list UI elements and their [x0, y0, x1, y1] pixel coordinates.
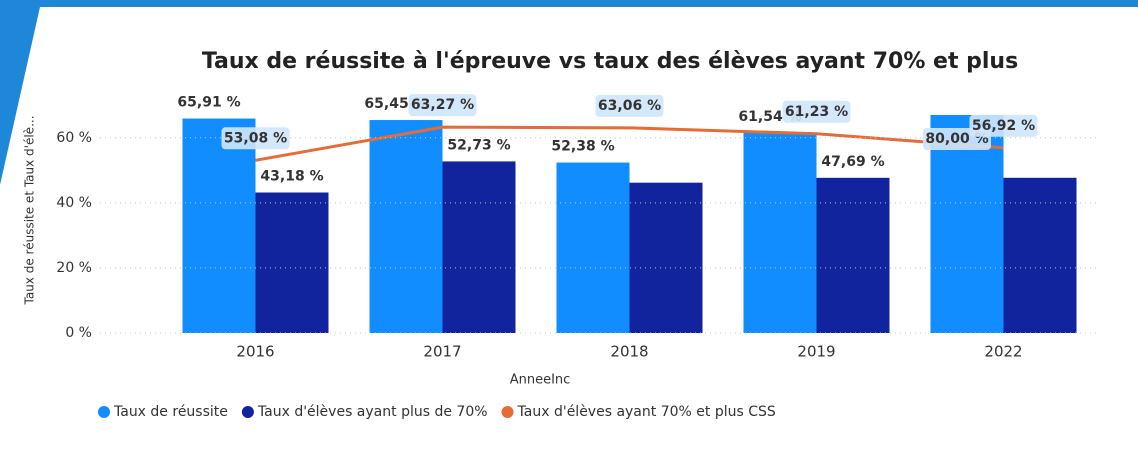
chart-title: Taux de réussite à l'épreuve vs taux des… [202, 49, 1018, 74]
y-tick-label: 40 % [56, 195, 92, 211]
bar [1003, 177, 1077, 333]
data-label: 63,06 % [598, 98, 661, 114]
x-tick-label: 2016 [236, 343, 274, 361]
label-box [782, 100, 851, 123]
data-label: 47,69 % [821, 154, 884, 170]
y-tick-label: 0 % [65, 325, 92, 341]
data-label: 52,73 % [447, 137, 510, 153]
bar [930, 115, 1004, 334]
legend-label: Taux de réussite [113, 404, 228, 420]
legend-marker [241, 406, 254, 418]
bar [556, 162, 630, 333]
data-label: 52,38 % [551, 139, 614, 155]
bar [629, 182, 703, 333]
bar [182, 118, 256, 333]
plot-area [182, 115, 1077, 334]
label-box [408, 94, 477, 117]
label-box [595, 94, 664, 117]
bar [816, 177, 890, 333]
y-tick-label: 60 % [56, 130, 92, 146]
bar [255, 192, 329, 333]
data-label: 53,08 % [224, 130, 287, 146]
x-tick-label: 2022 [984, 343, 1022, 361]
bar [369, 120, 443, 334]
x-tick-label: 2019 [797, 343, 835, 361]
data-label: 56,92 % [972, 118, 1035, 134]
side-decoration [0, 7, 40, 185]
label-box [969, 114, 1038, 137]
bar [442, 161, 516, 333]
y-tick-label: 20 % [56, 260, 92, 276]
x-tick-label: 2017 [423, 343, 461, 361]
data-label: 63,27 % [411, 97, 474, 113]
data-label: 65,91 % [177, 95, 240, 111]
legend-label: Taux d'élèves ayant plus de 70% [257, 404, 488, 420]
legend-label: Taux d'élèves ayant 70% et plus CSS [517, 404, 776, 420]
data-label: 43,18 % [260, 169, 323, 185]
x-axis-title: AnneeInc [510, 373, 571, 388]
bar [743, 132, 817, 333]
legend-marker [501, 406, 514, 418]
top-border [0, 0, 1138, 7]
y-axis-title: Taux de réussite et Taux d'élè... [23, 115, 37, 305]
legend-marker [98, 406, 110, 418]
label-box [221, 127, 290, 150]
data-label: 61,23 % [785, 104, 848, 120]
x-tick-label: 2018 [610, 343, 648, 361]
